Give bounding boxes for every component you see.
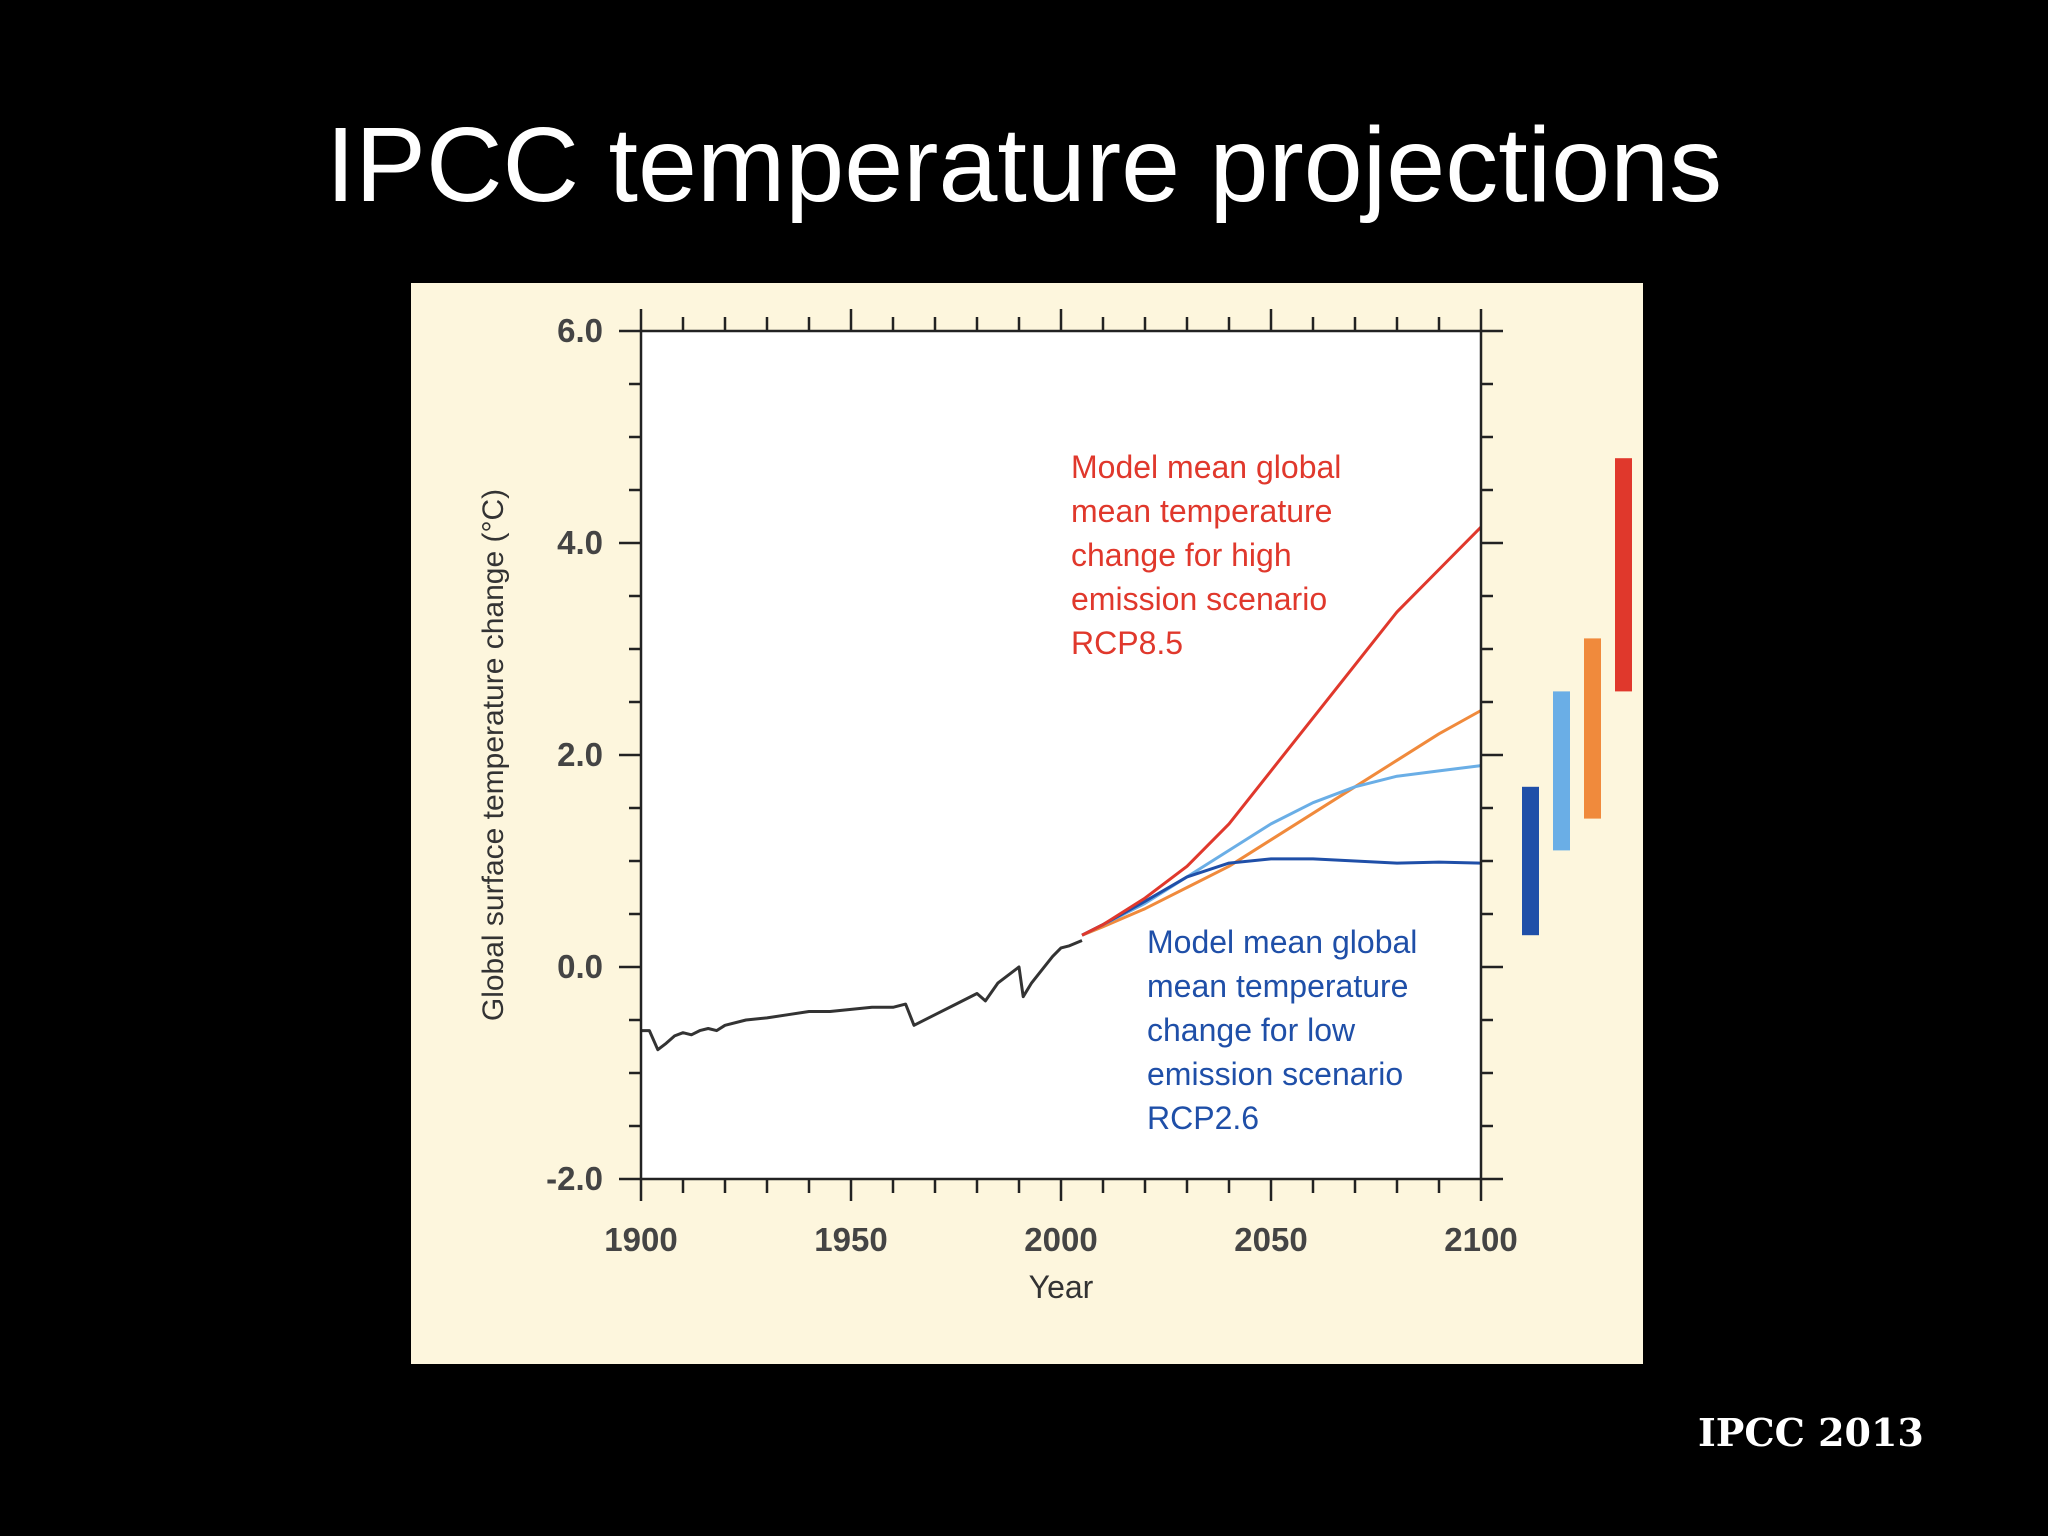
slide-title: IPCC temperature projections: [325, 106, 1723, 224]
series-line-rcp60: [1081, 709, 1482, 937]
y-tick-label: -2.0: [546, 1160, 603, 1197]
source-credit: IPCC 2013: [1698, 1410, 1924, 1455]
x-axis-label: Year: [1029, 1269, 1094, 1305]
series-line-rcp85: [1081, 526, 1483, 937]
series-line-historical: [641, 939, 1083, 1052]
annotation-line: mean temperature: [1071, 493, 1332, 529]
annotation-line: change for high: [1071, 537, 1292, 573]
chart-panel: 1900 1950 2000 2050 2100 -2.0 0.0 2.0 4.0 6.0 Yea…: [411, 283, 1643, 1364]
y-tick-label: 6.0: [557, 312, 603, 349]
temperature-chart: 1900 1950 2000 2050 2100 -2.0 0.0 2.0 4.0 6.0 Yea…: [477, 309, 1632, 1305]
annotation-line: RCP2.6: [1147, 1100, 1259, 1136]
y-tick-label: 4.0: [557, 524, 603, 561]
annotation-line: change for low: [1147, 1012, 1356, 1048]
range-bar-rcp60: [1584, 638, 1601, 819]
x-tick-label: 2100: [1444, 1221, 1517, 1258]
tick-labels: 1900 1950 2000 2050 2100 -2.0 0.0 2.0 4.0 6.0: [546, 312, 1518, 1258]
annotation-line: Model mean global: [1071, 449, 1341, 485]
plot-frame: [639, 329, 1483, 1181]
range-bar-rcp26: [1522, 786, 1539, 936]
annotation-high: Model mean global mean temperature change …: [1071, 449, 1341, 661]
series-lines: [641, 526, 1483, 1052]
range-bar-rcp45: [1553, 691, 1570, 851]
y-axis-label: Global surface temperature change (°C): [477, 489, 510, 1021]
annotation-line: RCP8.5: [1071, 625, 1183, 661]
range-bars: [1522, 458, 1632, 936]
range-bar-rcp85: [1615, 458, 1632, 692]
y-tick-label: 0.0: [557, 948, 603, 985]
x-tick-label: 2050: [1234, 1221, 1307, 1258]
annotation-line: Model mean global: [1147, 924, 1417, 960]
plot-area: [641, 331, 1481, 1179]
x-tick-label: 1900: [604, 1221, 677, 1258]
axis-ticks: [619, 309, 1503, 1201]
y-tick-label: 2.0: [557, 736, 603, 773]
annotation-line: mean temperature: [1147, 968, 1408, 1004]
series-line-rcp26: [1081, 857, 1482, 937]
annotation-line: emission scenario: [1147, 1056, 1403, 1092]
annotation-line: emission scenario: [1071, 581, 1327, 617]
annotation-low: Model mean global mean temperature change …: [1147, 924, 1417, 1136]
x-tick-label: 2000: [1024, 1221, 1097, 1258]
x-tick-label: 1950: [814, 1221, 887, 1258]
